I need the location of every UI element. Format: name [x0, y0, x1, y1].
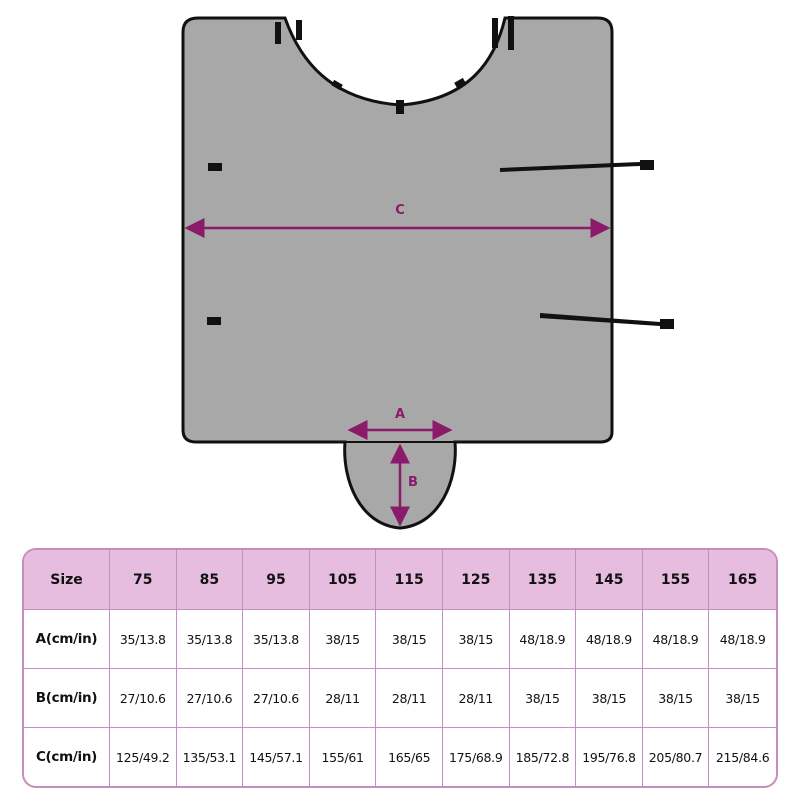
dimension-b-label: B	[408, 475, 418, 490]
table-cell: 28/11	[376, 669, 443, 728]
table-row: A(cm/in) 35/13.8 35/13.8 35/13.8 38/15 38/15 3…	[24, 610, 776, 669]
table-cell: 48/18.9	[509, 610, 577, 669]
size-column-header: 115	[376, 550, 443, 610]
table-cell: 27/10.6	[110, 669, 177, 728]
table-cell: 125/49.2	[110, 728, 177, 786]
table-cell: 48/18.9	[576, 610, 643, 669]
table-cell: 27/10.6	[243, 669, 310, 728]
table-cell: 195/76.8	[576, 728, 643, 786]
dimension-a-label: A	[395, 407, 405, 422]
row-label: A(cm/in)	[24, 610, 110, 669]
table-row: B(cm/in) 27/10.6 27/10.6 27/10.6 28/11 28/11 2…	[24, 669, 776, 728]
table-cell: 205/80.7	[643, 728, 710, 786]
table-cell: 215/84.6	[715, 749, 770, 765]
size-column-header: 145	[576, 550, 643, 610]
table-cell: 28/11	[442, 669, 510, 728]
table-cell: 38/15	[576, 669, 643, 728]
strap-icon	[207, 16, 674, 329]
table-cell: 165/65	[376, 728, 443, 786]
size-table: Size 75 85 95 105 115 125 135 145 155 165 A(cm/in)…	[22, 548, 778, 788]
size-column-header: 155	[642, 550, 710, 610]
size-column-header: 85	[176, 550, 244, 610]
table-cell: 35/13.8	[176, 610, 244, 669]
row-label: C(cm/in)	[24, 728, 110, 786]
table-cell: 38/15	[376, 610, 443, 669]
table-cell: 48/18.9	[642, 610, 710, 669]
table-cell: 38/15	[309, 610, 377, 669]
table-cell: 185/72.8	[510, 728, 577, 786]
table-cell: 27/10.6	[176, 669, 244, 728]
table-cell: 175/68.9	[443, 728, 510, 786]
table-cell: 38/15	[509, 669, 577, 728]
seat-cover-diagram: C A B	[181, 16, 674, 530]
size-column-header: 135	[509, 550, 577, 610]
table-cell: 35/13.8	[110, 610, 177, 669]
dimension-c-label: C	[395, 203, 405, 218]
table-row: C(cm/in) 125/49.2 135/53.1 145/57.1 155/61 16…	[24, 728, 776, 786]
size-column-header: 165	[709, 550, 776, 610]
size-column-header: 75	[110, 550, 177, 610]
table-cell: 145/57.1	[243, 728, 310, 786]
size-column-header: 105	[309, 550, 377, 610]
table-cell: 38/15	[442, 610, 510, 669]
table-cell: 38/15	[709, 669, 776, 728]
row-label: B(cm/in)	[24, 669, 110, 728]
table-cell: 135/53.1	[177, 728, 244, 786]
table-cell: 38/15	[642, 669, 710, 728]
size-column-header: 125	[442, 550, 510, 610]
table-cell: 48/18.9	[709, 610, 776, 669]
size-label-header: Size	[24, 550, 110, 610]
table-cell: 155/61	[310, 728, 377, 786]
size-column-header: 95	[243, 550, 310, 610]
size-header-row: Size 75 85 95 105 115 125 135 145 155 165	[24, 550, 776, 610]
table-cell: 28/11	[309, 669, 377, 728]
seat-cover-mat	[181, 16, 614, 530]
table-cell: 35/13.8	[243, 610, 310, 669]
